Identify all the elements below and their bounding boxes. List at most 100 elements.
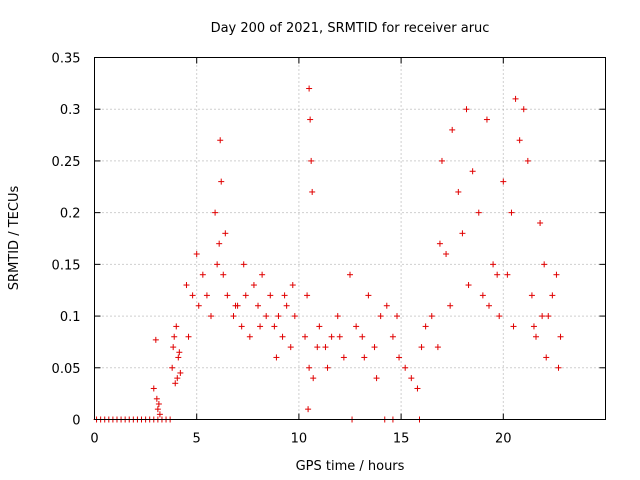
data-point: [242, 292, 249, 299]
data-point: [455, 188, 462, 195]
data-point: [530, 323, 537, 330]
data-point: [177, 369, 184, 376]
data-point: [257, 323, 264, 330]
data-point: [500, 178, 507, 185]
data-point: [309, 188, 316, 195]
x-tick-label: 15: [393, 432, 410, 447]
data-point: [259, 271, 266, 278]
data-point: [173, 323, 180, 330]
data-point: [310, 375, 317, 382]
y-tick-label: 0.2: [60, 207, 81, 222]
data-point: [361, 354, 368, 361]
data-point: [414, 385, 421, 392]
plot-frame: [94, 57, 606, 420]
data-point: [307, 116, 314, 123]
data-point: [306, 364, 313, 371]
data-point: [436, 240, 443, 247]
data-point: [539, 313, 546, 320]
data-point: [214, 261, 221, 268]
data-point: [175, 354, 182, 361]
data-point: [541, 261, 548, 268]
data-point: [308, 157, 315, 164]
data-point: [287, 344, 294, 351]
data-point: [189, 292, 196, 299]
data-point: [516, 137, 523, 144]
data-point: [169, 364, 176, 371]
data-point: [459, 230, 466, 237]
chart-title: Day 200 of 2021, SRMTID for receiver aru…: [211, 21, 490, 36]
data-point: [240, 261, 247, 268]
data-point: [291, 313, 298, 320]
data-point: [528, 292, 535, 299]
data-point: [508, 209, 515, 216]
data-point: [494, 271, 501, 278]
data-point: [305, 406, 312, 413]
data-point: [156, 411, 163, 418]
data-point: [465, 282, 472, 289]
data-point: [469, 168, 476, 175]
data-point: [171, 333, 178, 340]
data-point: [255, 302, 262, 309]
data-point: [222, 230, 229, 237]
data-point: [176, 349, 183, 356]
data-point: [510, 323, 517, 330]
data-point: [402, 364, 409, 371]
data-point: [216, 240, 223, 247]
data-point: [428, 313, 435, 320]
grid-layer: [94, 57, 606, 420]
y-tick-label: 0.1: [60, 310, 81, 325]
data-point: [524, 157, 531, 164]
data-point: [557, 333, 564, 340]
data-point: [314, 344, 321, 351]
data-point: [152, 336, 159, 343]
data-point: [232, 302, 239, 309]
data-point: [208, 313, 215, 320]
data-point: [422, 323, 429, 330]
data-point: [267, 292, 274, 299]
y-tick-label: 0.15: [52, 258, 81, 273]
data-point: [496, 313, 503, 320]
y-tick-label: 0.3: [60, 103, 81, 118]
x-tick-label: 20: [495, 432, 512, 447]
y-tick-label: 0.35: [52, 52, 81, 67]
data-point: [316, 323, 323, 330]
y-tick-label: 0.05: [52, 362, 81, 377]
data-point: [418, 344, 425, 351]
x-tick-label: 0: [90, 432, 98, 447]
data-point: [183, 282, 190, 289]
data-point: [250, 282, 257, 289]
data-point: [328, 333, 335, 340]
data-point: [396, 354, 403, 361]
data-point: [377, 313, 384, 320]
data-point: [224, 292, 231, 299]
data-point: [153, 395, 160, 402]
data-point: [220, 271, 227, 278]
data-point: [238, 323, 245, 330]
data-point: [537, 219, 544, 226]
data-point: [504, 271, 511, 278]
data-point: [195, 302, 202, 309]
data-point: [302, 333, 309, 340]
data-point: [246, 333, 253, 340]
data-point: [154, 406, 161, 413]
data-point: [304, 292, 311, 299]
data-point: [172, 380, 179, 387]
data-point: [394, 313, 401, 320]
data-point: [324, 364, 331, 371]
data-point: [520, 106, 527, 113]
data-point: [438, 157, 445, 164]
data-point: [281, 292, 288, 299]
data-point: [359, 333, 366, 340]
data-point: [490, 261, 497, 268]
data-point: [371, 344, 378, 351]
data-point: [322, 344, 329, 351]
data-point: [230, 313, 237, 320]
data-point: [383, 302, 390, 309]
data-point: [434, 344, 441, 351]
data-point: [263, 313, 270, 320]
data-point: [218, 178, 225, 185]
data-point: [475, 209, 482, 216]
x-tick-label: 5: [193, 432, 201, 447]
data-point: [447, 302, 454, 309]
